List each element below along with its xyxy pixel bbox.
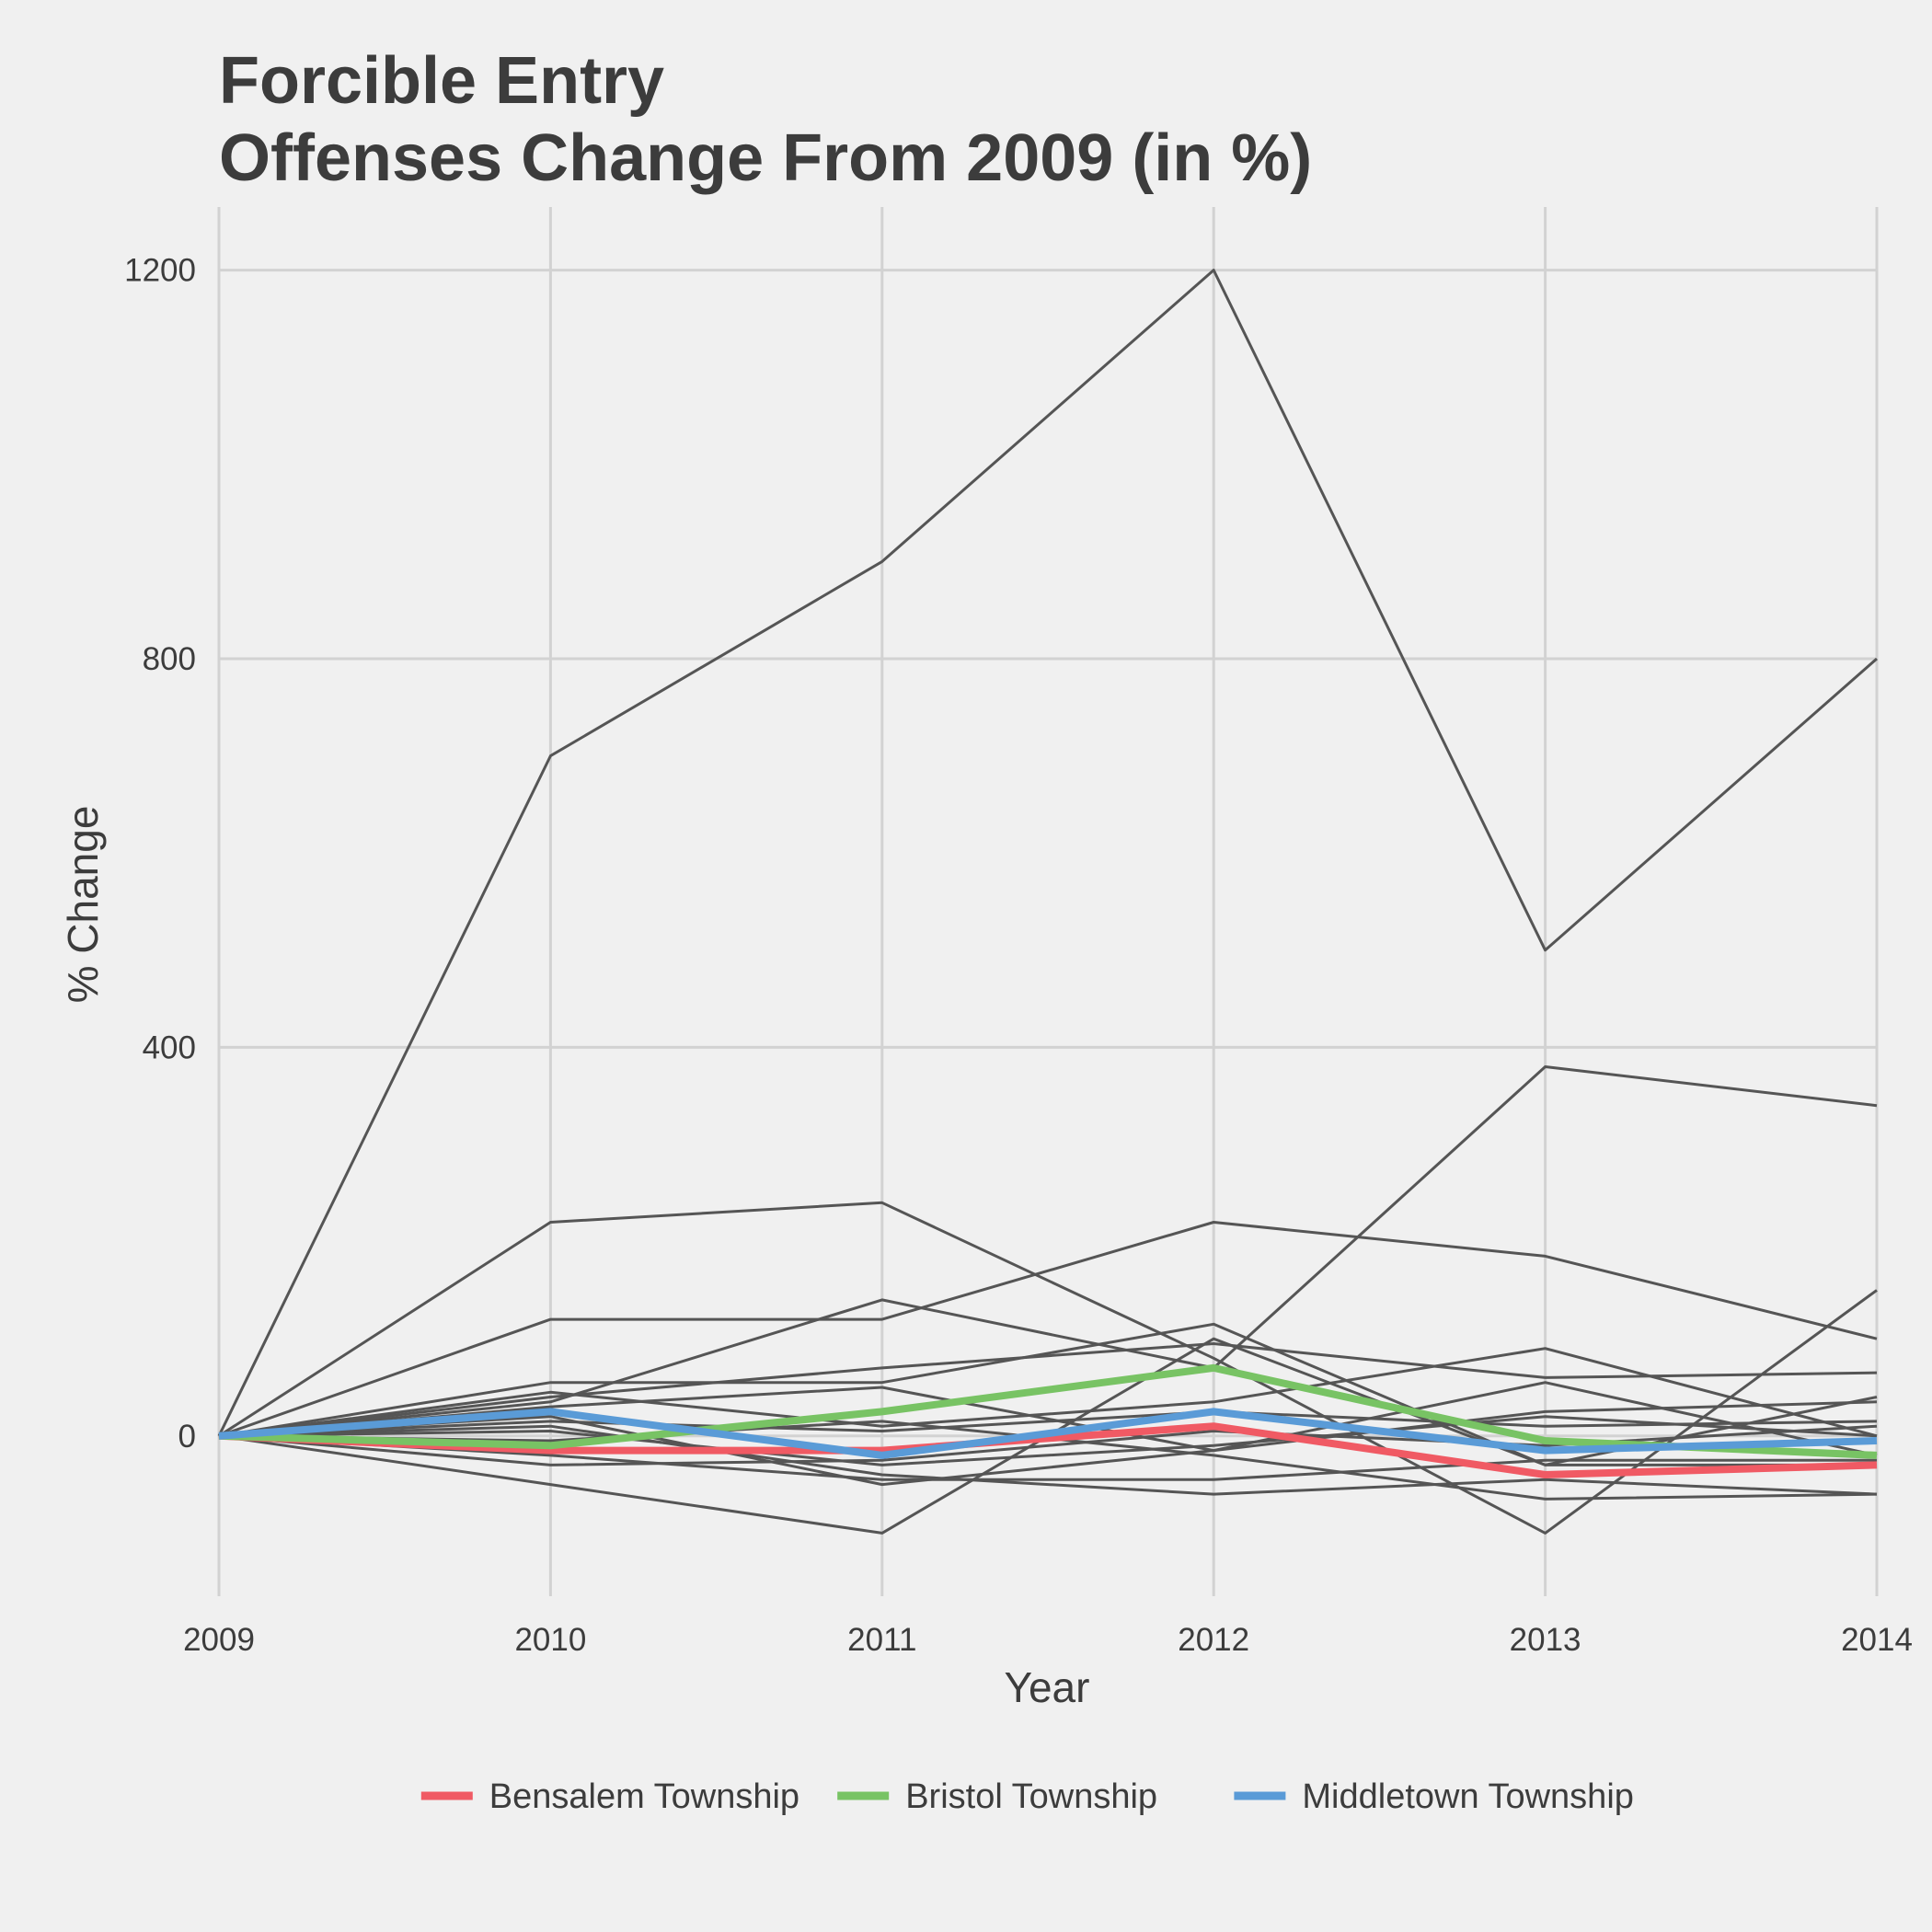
x-axis-ticks: 2009 2010 2011 2012 2013 2014 <box>183 1622 1913 1658</box>
legend-label: Bensalem Township <box>489 1777 799 1816</box>
series-line-bensalem-township <box>218 1422 1878 1478</box>
legend-item-bristol-township: Bristol Township <box>837 1777 1157 1816</box>
series-line-other <box>218 1322 1877 1466</box>
series-line-other <box>218 1409 1878 1438</box>
series-line-other <box>218 1424 1878 1496</box>
y-tick-label: 1200 <box>124 253 196 289</box>
chart-title-line-1: Forcible Entry <box>219 44 664 118</box>
series-line-bristol-township <box>218 1363 1878 1459</box>
highlighted-series <box>218 1363 1878 1478</box>
series-line-other <box>218 1381 1878 1487</box>
series-line-other <box>218 1065 1878 1438</box>
legend-item-bensalem-township: Bensalem Township <box>420 1777 799 1816</box>
chart-title: Forcible Entry Offenses Change From 2009… <box>219 44 1312 195</box>
series-line-other <box>218 1221 1878 1438</box>
chart-title-line-2: Offenses Change From 2009 (in %) <box>219 121 1312 195</box>
y-tick-label: 0 <box>178 1419 196 1455</box>
x-tick-label: 2010 <box>514 1622 586 1658</box>
series-line-other <box>218 1415 1878 1466</box>
y-axis-ticks: 0 400 800 1200 <box>124 253 196 1455</box>
x-axis-title: Year <box>1005 1663 1090 1711</box>
x-tick-label: 2009 <box>183 1622 255 1658</box>
y-tick-label: 800 <box>143 641 196 677</box>
x-tick-label: 2014 <box>1841 1622 1913 1658</box>
x-tick-label: 2012 <box>1178 1622 1249 1658</box>
grid <box>217 207 1879 1596</box>
series-line-other <box>218 1347 1878 1438</box>
legend-label: Middletown Township <box>1302 1777 1634 1816</box>
x-tick-label: 2011 <box>847 1622 916 1658</box>
series-line-other <box>218 1434 1877 1481</box>
series-line-other <box>218 1201 1878 1535</box>
y-tick-label: 400 <box>143 1029 196 1065</box>
legend: Bensalem Township Bristol Township Middlet… <box>420 1777 1634 1816</box>
series-line-other <box>218 1386 1878 1453</box>
legend-label: Bristol Township <box>905 1777 1157 1816</box>
series-line-middletown-township <box>218 1408 1878 1459</box>
x-tick-label: 2013 <box>1510 1622 1581 1658</box>
series-line-other <box>217 269 1878 1437</box>
background-series <box>217 269 1878 1535</box>
series-line-other <box>218 1342 1878 1438</box>
y-axis-title: % Change <box>59 806 107 1004</box>
legend-item-middletown-township: Middletown Township <box>1234 1777 1634 1816</box>
